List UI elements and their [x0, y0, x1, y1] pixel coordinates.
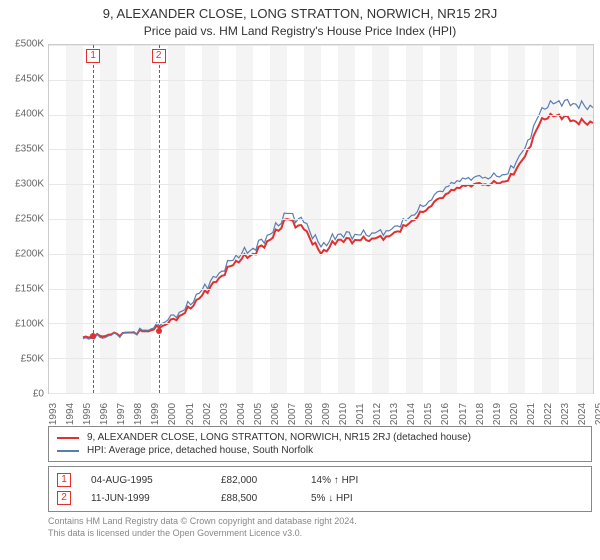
x-tick-label: 1994	[65, 403, 76, 425]
event-marker-label: 2	[152, 49, 166, 63]
legend-row: 9, ALEXANDER CLOSE, LONG STRATTON, NORWI…	[57, 431, 583, 444]
x-tick-label: 2000	[167, 403, 178, 425]
x-tick-label: 2016	[440, 403, 451, 425]
x-tick-label: 2012	[372, 403, 383, 425]
event-date: 11-JUN-1999	[91, 493, 201, 504]
x-tick-label: 2015	[423, 403, 434, 425]
event-index: 2	[57, 491, 71, 505]
x-tick-label: 2013	[389, 403, 400, 425]
x-tick-label: 2008	[304, 403, 315, 425]
x-tick-label: 1998	[133, 403, 144, 425]
x-tick-label: 2017	[458, 403, 469, 425]
event-price: £82,000	[221, 475, 291, 486]
x-tick-label: 2010	[338, 403, 349, 425]
y-tick-label: £300K	[15, 179, 44, 190]
chart-subtitle: Price paid vs. HM Land Registry's House …	[0, 21, 600, 44]
legend-label: HPI: Average price, detached house, Sout…	[87, 445, 313, 456]
y-tick-label: £400K	[15, 109, 44, 120]
x-tick-label: 2007	[287, 403, 298, 425]
x-tick-label: 2003	[219, 403, 230, 425]
event-row: 1 04-AUG-1995 £82,000 14% ↑ HPI	[57, 471, 583, 489]
x-tick-label: 1996	[99, 403, 110, 425]
event-price: £88,500	[221, 493, 291, 504]
event-row: 2 11-JUN-1999 £88,500 5% ↓ HPI	[57, 489, 583, 507]
legend-swatch	[57, 450, 79, 452]
x-tick-label: 2024	[577, 403, 588, 425]
event-marker-point	[156, 328, 162, 334]
x-tick-label: 2018	[475, 403, 486, 425]
x-tick-label: 2009	[321, 403, 332, 425]
footnote-line-1: Contains HM Land Registry data © Crown c…	[48, 516, 592, 528]
x-tick-label: 2014	[406, 403, 417, 425]
y-tick-label: £200K	[15, 249, 44, 260]
x-tick-label: 2002	[202, 403, 213, 425]
x-tick-label: 2020	[509, 403, 520, 425]
y-tick-label: £350K	[15, 144, 44, 155]
legend-row: HPI: Average price, detached house, Sout…	[57, 444, 583, 457]
legend-swatch	[57, 437, 79, 439]
x-tick-label: 1993	[48, 403, 59, 425]
event-index: 1	[57, 473, 71, 487]
y-tick-label: £100K	[15, 319, 44, 330]
y-tick-label: £50K	[21, 354, 44, 365]
event-marker-point	[90, 333, 96, 339]
footnote-line-2: This data is licensed under the Open Gov…	[48, 528, 592, 540]
event-table: 1 04-AUG-1995 £82,000 14% ↑ HPI 2 11-JUN-1999…	[48, 466, 592, 512]
x-tick-label: 2005	[253, 403, 264, 425]
y-tick-label: £500K	[15, 39, 44, 50]
legend-label: 9, ALEXANDER CLOSE, LONG STRATTON, NORWI…	[87, 432, 471, 443]
x-tick-label: 2011	[355, 403, 366, 425]
legend: 9, ALEXANDER CLOSE, LONG STRATTON, NORWI…	[48, 426, 592, 462]
y-tick-label: £0	[33, 389, 44, 400]
x-tick-label: 2006	[270, 403, 281, 425]
x-tick-label: 2019	[492, 403, 503, 425]
x-tick-label: 2025	[594, 403, 600, 425]
footnote: Contains HM Land Registry data © Crown c…	[48, 516, 592, 539]
y-axis: £0£50K£100K£150K£200K£250K£300K£350K£400…	[0, 44, 48, 394]
y-tick-label: £150K	[15, 284, 44, 295]
event-marker-label: 1	[86, 49, 100, 63]
x-tick-label: 1995	[82, 403, 93, 425]
x-tick-label: 2023	[560, 403, 571, 425]
y-tick-label: £450K	[15, 74, 44, 85]
x-axis: 1993 1994 1995 1996 1997 1998 1999 2000 2001 2002…	[48, 394, 594, 424]
event-delta: 5% ↓ HPI	[311, 493, 411, 504]
chart-area: £0 £50K £100K £150K £200K £250K £300K £350K £400…	[0, 44, 600, 424]
x-tick-label: 2021	[526, 403, 537, 425]
x-tick-label: 2004	[236, 403, 247, 425]
y-tick-label: £250K	[15, 214, 44, 225]
plot-area: 12	[48, 44, 594, 394]
x-tick-label: 1999	[150, 403, 161, 425]
chart-title: 9, ALEXANDER CLOSE, LONG STRATTON, NORWI…	[0, 0, 600, 21]
event-date: 04-AUG-1995	[91, 475, 201, 486]
x-tick-label: 2022	[543, 403, 554, 425]
x-tick-label: 1997	[116, 403, 127, 425]
event-delta: 14% ↑ HPI	[311, 475, 411, 486]
x-tick-label: 2001	[185, 403, 196, 425]
